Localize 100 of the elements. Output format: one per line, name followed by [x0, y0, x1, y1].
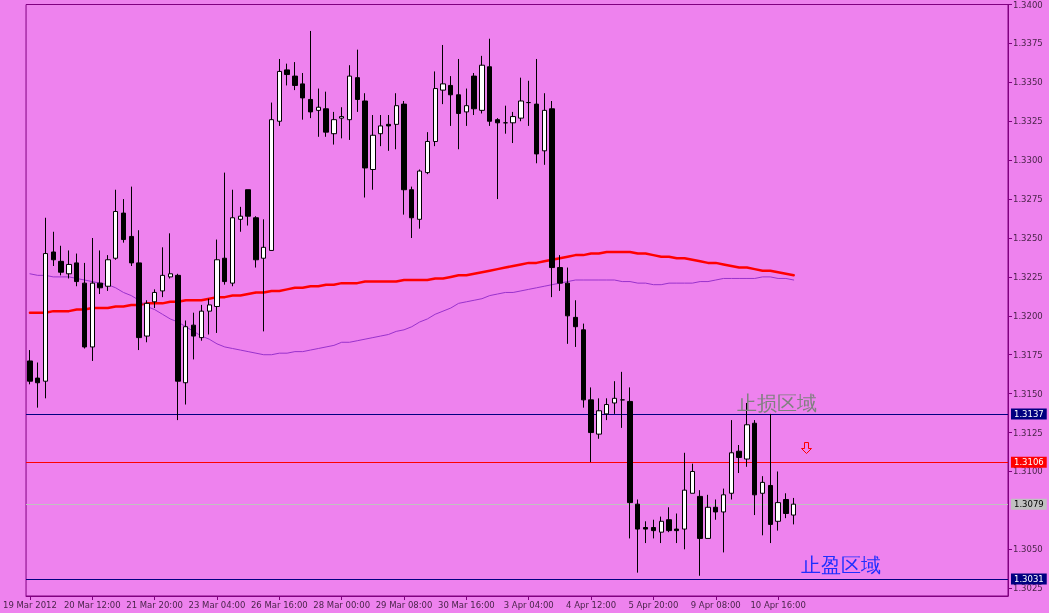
- candlestick: [74, 253, 79, 287]
- candlestick: [659, 516, 664, 544]
- candlestick: [705, 494, 711, 539]
- y-tick-label: 1.3275: [1013, 194, 1043, 205]
- candlestick: [674, 513, 679, 544]
- y-tick-label: 1.3175: [1013, 349, 1043, 360]
- candlestick: [58, 245, 64, 276]
- candlestick: [471, 72, 477, 116]
- candlestick: [690, 463, 695, 494]
- x-tick-label: 26 Mar 16:00: [250, 599, 308, 610]
- y-tick-label: 1.3300: [1013, 155, 1043, 166]
- candlestick: [207, 298, 212, 335]
- candlestick: [752, 419, 757, 516]
- candlestick: [261, 218, 266, 332]
- candlestick: [27, 349, 33, 385]
- candlestick: [378, 114, 383, 147]
- candlestick: [448, 75, 453, 127]
- candlestick: [433, 70, 438, 147]
- candlestick: [557, 254, 563, 292]
- candlestick: [386, 114, 391, 152]
- candlestick: [760, 475, 765, 536]
- y-tick-label: 1.3325: [1013, 116, 1043, 127]
- candlestick: [269, 102, 274, 251]
- candlestick: [51, 231, 56, 267]
- y-tick-label: 1.3200: [1013, 310, 1043, 321]
- y-tick-label: 1.3125: [1013, 427, 1043, 438]
- candlestick: [300, 72, 305, 121]
- candlestick: [222, 172, 227, 286]
- candlestick: [401, 100, 407, 216]
- candlestick: [35, 362, 40, 409]
- candlestick: [308, 30, 313, 119]
- candlestick: [627, 386, 633, 539]
- candlestick: [347, 64, 352, 141]
- x-tick-label: 3 Apr 04:00: [503, 599, 554, 610]
- candlestick: [651, 519, 656, 539]
- candlestick: [581, 323, 586, 409]
- candlestick: [495, 117, 500, 200]
- candlestick: [456, 58, 461, 150]
- candlestick: [464, 88, 469, 127]
- candlestick: [549, 100, 555, 298]
- candlestick: [518, 77, 524, 122]
- y-tick-label: 1.3400: [1013, 0, 1043, 10]
- ref-line-label: 1.3137: [1014, 408, 1044, 419]
- candlestick: [284, 63, 290, 86]
- y-tick-label: 1.3350: [1013, 77, 1043, 88]
- candlestick: [362, 92, 368, 199]
- candlestick: [394, 92, 399, 150]
- candlestick: [409, 186, 414, 239]
- candlestick: [612, 380, 617, 415]
- annotation: 止损区域: [736, 390, 817, 415]
- ref-line-label: 1.3031: [1014, 573, 1044, 584]
- candlestick: [620, 371, 625, 429]
- candlestick: [66, 249, 72, 279]
- candlestick: [713, 498, 718, 521]
- candlestick: [588, 386, 594, 463]
- candlestick: [82, 262, 87, 349]
- candlestick: [697, 489, 703, 577]
- candlestick: [331, 111, 337, 146]
- candlestick: [214, 239, 220, 334]
- x-tick-label: 23 Mar 04:00: [188, 599, 246, 610]
- candlestick: [355, 49, 360, 113]
- ref-line-label: 1.3079: [1014, 499, 1044, 510]
- y-tick-label: 1.3375: [1013, 38, 1043, 49]
- candlestick: [487, 38, 492, 127]
- candlestick: [768, 413, 773, 544]
- ref-line-label: 1.3106: [1014, 457, 1044, 468]
- candlestick: [121, 198, 126, 244]
- candlestick: [573, 299, 578, 348]
- candlestick: [183, 319, 188, 406]
- candlestick: [238, 206, 243, 233]
- candlestick: [253, 215, 259, 269]
- candlestick: [526, 80, 531, 127]
- candlestick: [129, 186, 134, 267]
- x-tick-label: 19 Mar 2012: [2, 599, 57, 610]
- candlestick: [277, 58, 282, 127]
- x-tick-label: 5 Apr 20:00: [628, 599, 679, 610]
- x-tick-label: 20 Mar 12:00: [63, 599, 121, 610]
- x-tick-label: 4 Apr 12:00: [566, 599, 617, 610]
- candlestick: [775, 470, 781, 532]
- y-tick-label: 1.3050: [1013, 544, 1043, 555]
- x-tick-label: 21 Mar 20:00: [126, 599, 184, 610]
- candlestick: [152, 288, 157, 309]
- annotation: 止盈区域: [800, 552, 881, 577]
- candlestick: [596, 397, 602, 440]
- x-tick-label: 30 Mar 16:00: [437, 599, 495, 610]
- candlestick: [90, 237, 95, 362]
- candlestick: [245, 189, 251, 227]
- candlestick: [97, 249, 103, 295]
- candlestick: [175, 273, 181, 421]
- y-tick-label: 1.3225: [1013, 271, 1043, 282]
- candlestick: [682, 452, 687, 550]
- candlestick: [534, 58, 539, 164]
- candlestick: [136, 229, 142, 351]
- candlestick: [721, 488, 726, 553]
- candlestick: [230, 189, 235, 287]
- candlestick: [168, 232, 173, 279]
- candlestick: [323, 91, 329, 138]
- candlestick: [316, 88, 321, 138]
- candlestick: [144, 299, 150, 343]
- candlestick: [339, 106, 344, 139]
